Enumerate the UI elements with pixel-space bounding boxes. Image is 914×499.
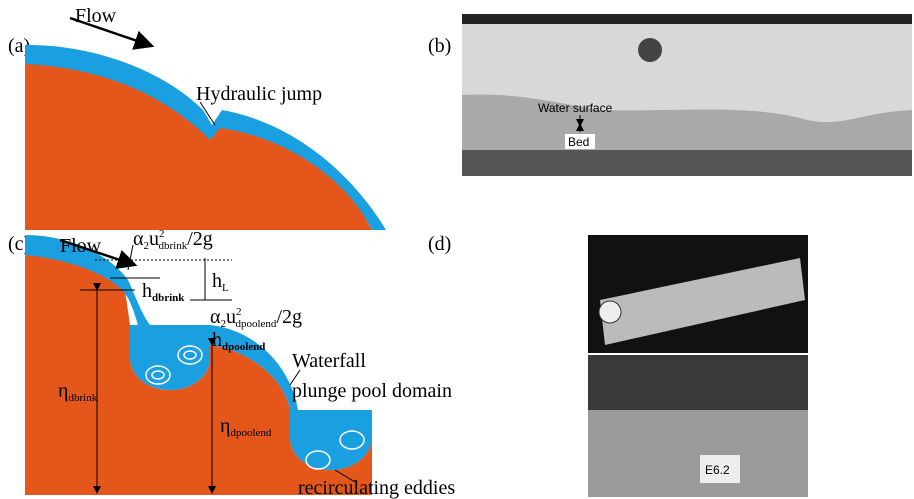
figure: (a) Flow Hydraulic jump (b) Water surfac…: [0, 0, 914, 499]
t: 2: [236, 306, 242, 318]
surface-label: Water surface: [538, 101, 613, 115]
eddies-label: recirculating eddies: [298, 477, 455, 499]
t: /2g: [187, 228, 213, 250]
panel-d: (d) E6.2: [428, 233, 808, 497]
h-brink: hdbrink: [142, 280, 185, 304]
t: dpoolend: [222, 341, 265, 353]
t: α: [133, 228, 144, 250]
panel-a: (a) Flow Hydraulic jump: [8, 5, 386, 230]
bed-label: Bed: [568, 135, 589, 149]
waterfall-label: Waterfall: [292, 350, 366, 372]
h-poolend: hdpoolend: [212, 329, 265, 353]
t: η: [58, 380, 68, 402]
sign-label: E6.2: [705, 463, 730, 477]
panel-label: (d): [428, 233, 451, 255]
t: h: [142, 280, 152, 302]
t: dbrink: [152, 292, 185, 304]
t: u: [149, 228, 159, 250]
panel-b: (b) Water surface Bed: [428, 14, 912, 176]
flow-label: Flow: [60, 235, 102, 257]
pool: [130, 325, 210, 390]
t: dpoolend: [235, 318, 276, 330]
t: η: [220, 415, 230, 437]
photo-edge: [462, 14, 912, 24]
photo-band: [588, 355, 808, 410]
t: dbrink: [68, 392, 97, 404]
t: dbrink: [158, 240, 187, 252]
t: /2g: [276, 306, 302, 328]
flow-label: Flow: [75, 5, 117, 27]
plunge-label: plunge pool domain: [292, 380, 452, 402]
t: α: [210, 306, 221, 328]
h-loss: hL: [212, 270, 229, 294]
t: h: [212, 270, 222, 292]
t: u: [226, 306, 236, 328]
t: 2: [159, 228, 165, 240]
clock: [599, 301, 621, 323]
gauge: [638, 38, 662, 62]
jump-label: Hydraulic jump: [196, 83, 322, 105]
panel-label: (b): [428, 35, 451, 57]
t: h: [212, 329, 222, 351]
t: dpoolend: [230, 427, 271, 439]
t: L: [222, 282, 229, 294]
photo-bottom: [462, 150, 912, 176]
